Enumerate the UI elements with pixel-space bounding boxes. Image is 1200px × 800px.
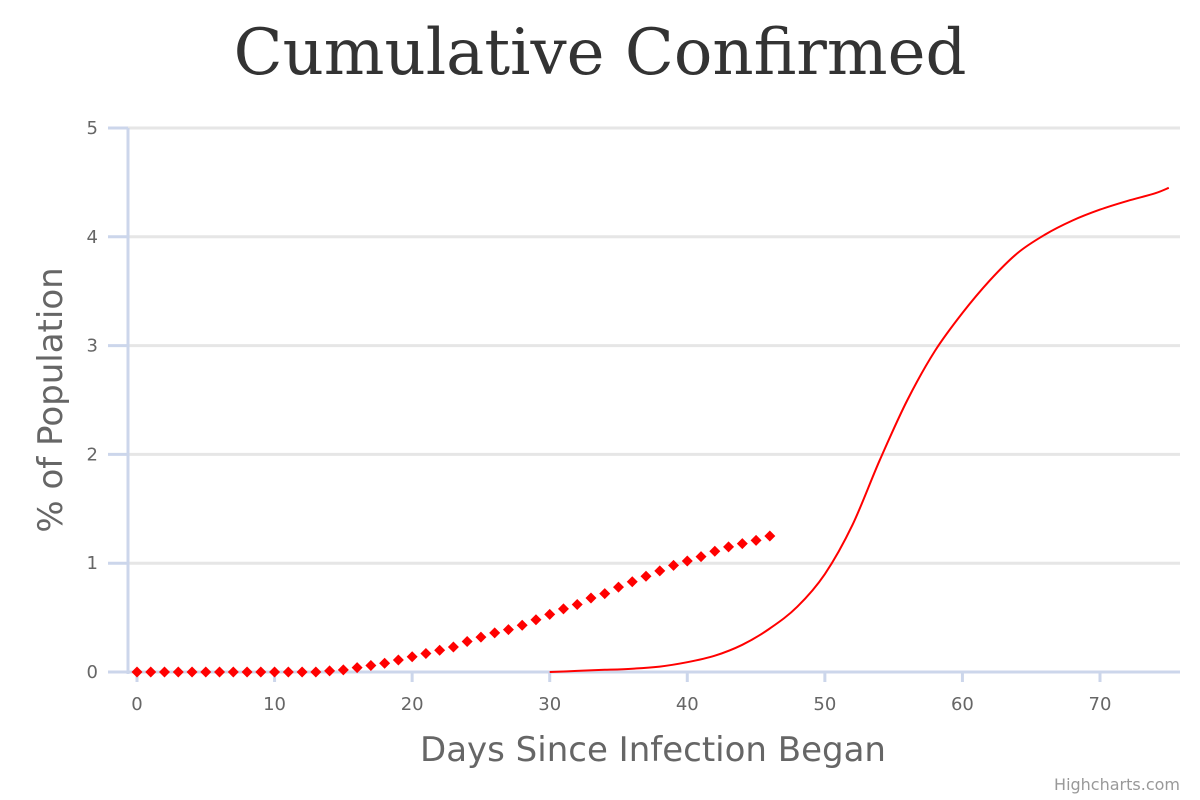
- data-point-diamond: [461, 636, 473, 648]
- data-point-diamond: [365, 659, 377, 671]
- series-line-1: [549, 186, 1170, 673]
- x-tick-label: 70: [1089, 694, 1112, 715]
- x-tick-label: 20: [401, 694, 424, 715]
- data-point-diamond: [530, 614, 542, 626]
- data-point-diamond: [447, 641, 459, 653]
- data-point-diamond: [626, 576, 638, 588]
- y-tick-label: 4: [87, 227, 98, 248]
- y-tick-label: 5: [87, 118, 98, 139]
- x-axis-title: Days Since Infection Began: [420, 730, 886, 770]
- data-point-diamond: [475, 631, 487, 643]
- data-point-diamond: [145, 666, 157, 678]
- data-point-diamond: [489, 627, 501, 639]
- data-point-diamond: [654, 565, 666, 577]
- data-point-diamond: [131, 666, 143, 678]
- y-axis-title: % of Population: [31, 267, 71, 532]
- data-point-diamond: [502, 624, 514, 636]
- series-markers-0: [131, 530, 776, 678]
- data-point-diamond: [379, 657, 391, 669]
- data-point-diamond: [640, 570, 652, 582]
- axis-layer: [108, 126, 1180, 682]
- chart-title: Cumulative Confirmed: [234, 16, 967, 90]
- x-tick-label: 30: [538, 694, 561, 715]
- grid-layer: [128, 126, 1180, 565]
- data-point-diamond: [557, 603, 569, 615]
- data-point-diamond: [296, 666, 308, 678]
- y-tick-label: 3: [87, 336, 98, 357]
- data-point-diamond: [214, 666, 226, 678]
- data-point-diamond: [255, 666, 267, 678]
- data-point-diamond: [406, 651, 418, 663]
- data-point-diamond: [337, 664, 349, 676]
- x-tick-label: 10: [263, 694, 286, 715]
- data-point-diamond: [310, 666, 322, 678]
- data-point-diamond: [227, 666, 239, 678]
- y-tick-label: 0: [87, 662, 98, 683]
- y-tick-label: 2: [87, 444, 98, 465]
- credits-text: Highcharts.com: [1054, 775, 1180, 794]
- data-point-diamond: [324, 665, 336, 677]
- data-point-diamond: [186, 666, 198, 678]
- data-point-diamond: [599, 588, 611, 600]
- data-point-diamond: [571, 599, 583, 611]
- data-point-diamond: [709, 545, 721, 557]
- x-tick-label: 60: [951, 694, 974, 715]
- data-point-diamond: [241, 666, 253, 678]
- x-tick-label: 0: [131, 694, 142, 715]
- data-point-diamond: [764, 530, 776, 542]
- series-layer: [131, 186, 1170, 678]
- data-point-diamond: [269, 666, 281, 678]
- data-point-diamond: [668, 559, 680, 571]
- data-point-diamond: [750, 534, 762, 546]
- data-point-diamond: [351, 662, 363, 674]
- data-point-diamond: [434, 644, 446, 656]
- data-point-diamond: [392, 654, 404, 666]
- data-point-diamond: [585, 592, 597, 604]
- x-tick-label: 50: [813, 694, 836, 715]
- data-point-diamond: [516, 619, 528, 631]
- data-point-diamond: [420, 648, 432, 660]
- data-point-diamond: [723, 541, 735, 553]
- data-point-diamond: [159, 666, 171, 678]
- data-point-diamond: [200, 666, 212, 678]
- y-tick-label: 1: [87, 553, 98, 574]
- data-point-diamond: [681, 555, 693, 567]
- data-point-diamond: [172, 666, 184, 678]
- data-point-diamond: [736, 538, 748, 550]
- data-point-diamond: [544, 608, 556, 620]
- data-point-diamond: [613, 581, 624, 593]
- data-point-diamond: [282, 666, 294, 678]
- x-tick-label: 40: [676, 694, 699, 715]
- data-point-diamond: [695, 551, 707, 563]
